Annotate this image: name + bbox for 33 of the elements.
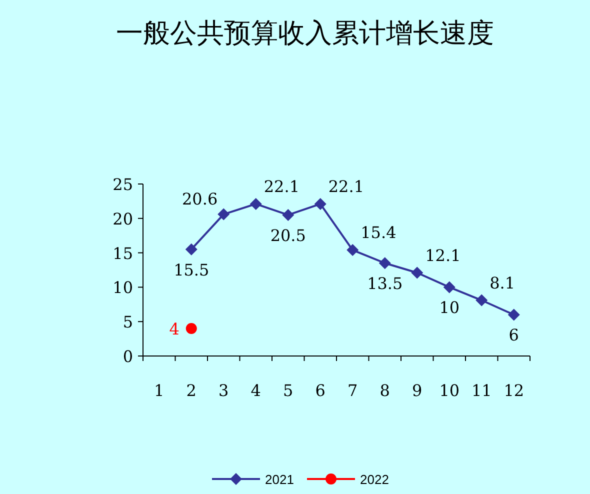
y-tick-label: 10 (112, 278, 133, 298)
data-label: 6 (508, 326, 519, 345)
legend-label: 2022 (360, 472, 389, 487)
data-label: 22.1 (328, 176, 364, 196)
data-label: 15.4 (360, 223, 396, 242)
data-label: 8.1 (490, 273, 516, 292)
point (250, 198, 262, 210)
point (186, 322, 197, 334)
data-label: 22.1 (264, 176, 300, 196)
point (346, 244, 359, 256)
data-label: 10 (439, 298, 460, 318)
data-label: 13.5 (367, 274, 403, 294)
point (443, 281, 456, 294)
y-tick-label: 0 (122, 347, 133, 366)
point (378, 257, 391, 270)
data-label: 12.1 (425, 246, 461, 265)
data-label: 20.5 (270, 226, 306, 245)
y-tick-label: 5 (122, 312, 133, 332)
point (314, 198, 326, 210)
data-label: 20.6 (182, 189, 218, 208)
point (282, 208, 294, 221)
y-tick-label: 15 (112, 244, 133, 263)
point (508, 308, 520, 321)
point (476, 294, 488, 306)
point (411, 266, 424, 279)
legend-label: 2021 (265, 472, 294, 487)
data-label: 4 (169, 319, 180, 338)
point (218, 208, 230, 220)
data-label: 15.5 (174, 260, 210, 280)
point (185, 243, 198, 256)
chart-title: 一般公共预算收入累计增长速度 (116, 18, 494, 49)
y-tick-label: 20 (112, 209, 133, 228)
y-tick-label: 25 (112, 175, 133, 194)
